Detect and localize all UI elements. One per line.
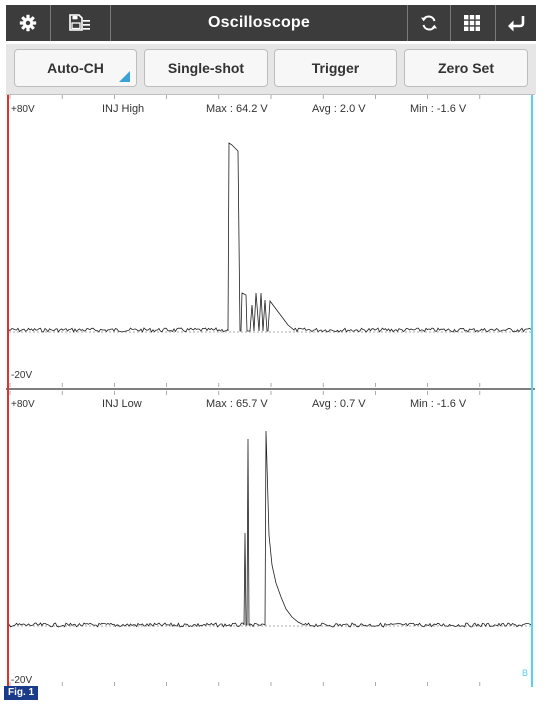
ch1-min: Min : -1.6 V [410, 103, 467, 115]
return-icon [507, 16, 524, 32]
ch1-name: INJ High [102, 103, 144, 115]
refresh-button[interactable] [407, 5, 451, 41]
scope-svg: +80V INJ High Max : 64.2 V Avg : 2.0 V M… [6, 95, 535, 687]
save-list-icon [69, 14, 90, 31]
ch1-bottom-ticks [9, 383, 533, 387]
single-shot-button[interactable]: Single-shot [144, 49, 268, 87]
ch2-avg: Avg : 0.7 V [312, 398, 366, 410]
control-button-row: Auto-CH Single-shot Trigger Zero Set [6, 44, 536, 94]
settings-button[interactable] [6, 5, 51, 41]
zero-set-button[interactable]: Zero Set [404, 49, 528, 87]
auto-ch-button[interactable]: Auto-CH [14, 49, 137, 87]
refresh-icon [421, 15, 437, 31]
grid-button[interactable] [449, 5, 496, 41]
title-bar: Oscilloscope [6, 5, 536, 41]
ch1-top-ticks [9, 95, 533, 99]
ch2-ymax-label: +80V [11, 399, 35, 410]
ch2-ymin-label: -20V [11, 675, 32, 686]
ch1-ymin-label: -20V [11, 370, 32, 381]
trigger-label: Trigger [311, 60, 360, 76]
app-title: Oscilloscope [208, 14, 310, 31]
single-shot-label: Single-shot [167, 60, 245, 76]
ch1-avg: Avg : 2.0 V [312, 103, 366, 115]
gear-icon [19, 14, 37, 32]
grid-icon [464, 15, 480, 31]
save-list-button[interactable] [50, 5, 111, 41]
ch2-name: INJ Low [102, 398, 142, 410]
figure-label: Fig. 1 [4, 686, 39, 700]
auto-ch-label: Auto-CH [47, 60, 104, 76]
ch2-waveform [8, 430, 533, 628]
ch1-waveform [8, 142, 532, 333]
dropdown-corner-icon [119, 71, 130, 82]
ch2-top-ticks [9, 391, 533, 395]
return-button[interactable] [495, 5, 536, 41]
ch2-max: Max : 65.7 V [206, 398, 268, 410]
ch1-ymax-label: +80V [11, 104, 35, 115]
ch2-min: Min : -1.6 V [410, 398, 467, 410]
cursor-b-label: B [522, 668, 528, 678]
ch1-max: Max : 64.2 V [206, 103, 268, 115]
ch2-bottom-ticks [9, 682, 533, 686]
channel-2-panel: +80V INJ Low Max : 65.7 V Avg : 0.7 V Mi… [8, 391, 533, 686]
scope-display[interactable]: +80V INJ High Max : 64.2 V Avg : 2.0 V M… [6, 94, 535, 687]
trigger-button[interactable]: Trigger [274, 49, 397, 87]
zero-set-label: Zero Set [437, 60, 494, 76]
channel-1-panel: +80V INJ High Max : 64.2 V Avg : 2.0 V M… [8, 95, 533, 387]
